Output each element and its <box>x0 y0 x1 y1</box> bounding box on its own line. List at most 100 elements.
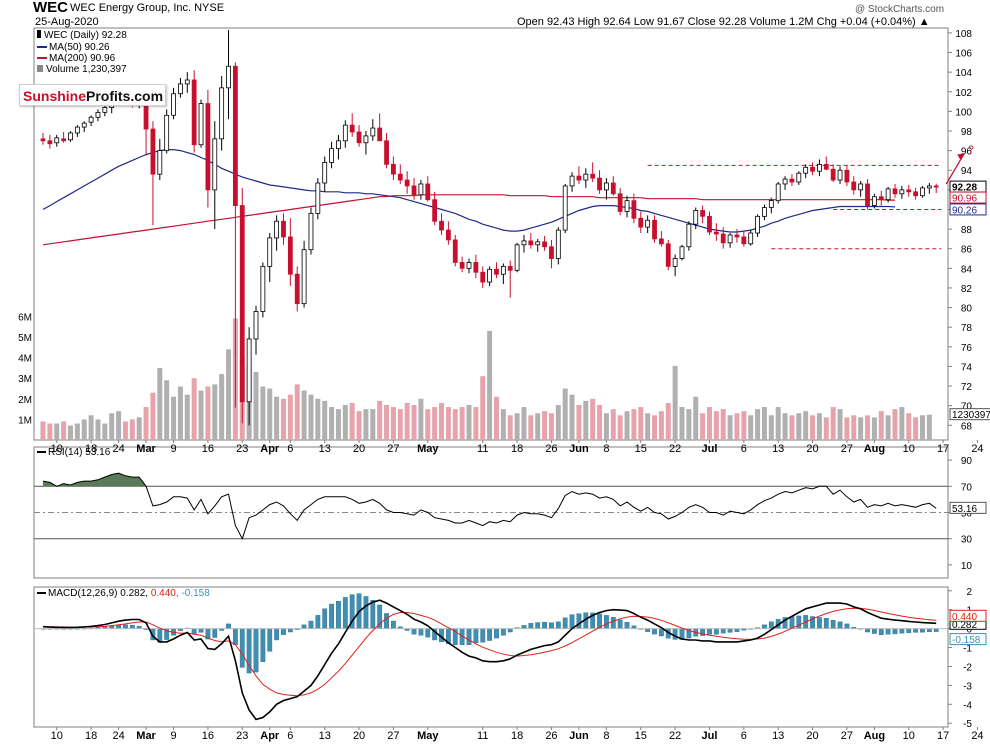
macd-tag <box>949 609 987 622</box>
candle-body <box>370 127 376 137</box>
date-tick-label: 24 <box>971 443 983 455</box>
macd-histogram-bar <box>411 628 417 635</box>
volume-bar <box>54 423 60 440</box>
date-tick-label: 16 <box>202 730 214 742</box>
candle <box>521 234 527 253</box>
volume-bar <box>418 398 424 440</box>
candle <box>707 211 712 235</box>
date-tick-label: 11 <box>477 443 488 455</box>
legend-price: WEC (Daily) 92.28 <box>37 30 127 41</box>
legend-volume: Volume 1,230,397 <box>37 64 127 75</box>
macd-histogram-bar <box>652 628 657 635</box>
macd-histogram-bar <box>542 621 547 629</box>
candle <box>487 266 493 286</box>
candle <box>796 171 802 185</box>
date-tick-label: 6 <box>741 730 747 742</box>
candle <box>198 99 204 148</box>
macd-histogram-bar <box>913 628 919 633</box>
volume-bar <box>322 400 328 440</box>
macd-histogram-bar <box>191 628 197 635</box>
macd-histogram-bar <box>535 622 541 629</box>
candle-body <box>267 237 273 267</box>
price-ytick-label: 96 <box>961 147 973 158</box>
macd-histogram-bar <box>624 621 630 629</box>
volume-bar <box>445 407 451 440</box>
macd-histogram-bar <box>494 628 499 639</box>
candle <box>720 227 726 249</box>
volume-bar <box>74 423 80 440</box>
candle-body <box>205 103 211 191</box>
macd-histogram-bar <box>363 596 369 629</box>
legend-ma50-label: MA(50) 90.26 <box>49 42 110 53</box>
candle-body <box>885 188 891 201</box>
volume-bar <box>95 419 101 440</box>
volume-tag-label: 1230397 <box>952 410 990 421</box>
candle-body <box>178 83 183 95</box>
volume-bar <box>507 415 513 440</box>
candle-body <box>741 236 747 245</box>
macd-histogram-bar <box>823 618 829 629</box>
price-ytick-label: 76 <box>961 343 973 354</box>
legend-price-label: WEC (Daily) 92.28 <box>44 30 127 41</box>
volume-bar <box>356 411 362 440</box>
candle <box>693 207 699 230</box>
volume-bar <box>755 409 761 440</box>
price-tag-label: 90.26 <box>952 205 977 216</box>
candle-body <box>521 240 527 246</box>
candle-body <box>54 137 60 144</box>
volume-bar <box>198 390 204 440</box>
legend-ma200-icon <box>37 57 47 60</box>
candle-body <box>47 140 53 145</box>
volume-ytick-label: 5M <box>18 333 32 344</box>
macd-histogram-bar <box>391 620 396 629</box>
volume-bar <box>796 413 802 440</box>
volume-bar <box>150 392 156 440</box>
rsi-legend-icon <box>37 451 46 454</box>
volume-bar <box>610 409 616 440</box>
candle-body <box>638 217 644 228</box>
macd-signal-line <box>43 607 937 697</box>
price-ytick-label: 72 <box>961 382 973 393</box>
volume-bar <box>205 386 211 440</box>
rsi-tag-label: 53.16 <box>952 504 977 515</box>
macd-tag-label: -0.158 <box>952 635 981 646</box>
volume-bar <box>597 405 603 440</box>
volume-bar <box>274 396 280 440</box>
volume-bar <box>143 407 149 440</box>
candle-body <box>535 241 541 246</box>
candle-body <box>411 185 417 196</box>
candle-body <box>198 103 204 146</box>
candle <box>549 239 554 269</box>
macd-histogram-bar <box>610 617 616 629</box>
date-tick-label: 8 <box>603 730 609 742</box>
candle <box>803 164 809 179</box>
date-tick-label: 24 <box>971 730 983 742</box>
candle <box>219 76 225 151</box>
date-tick-label: 11 <box>477 730 488 742</box>
candle-body <box>713 231 719 235</box>
date-tick-label: 27 <box>841 730 853 742</box>
candle-body <box>226 65 231 89</box>
volume-bar <box>157 367 163 440</box>
volume-tag <box>949 408 990 421</box>
candle-body <box>789 178 795 183</box>
volume-bar <box>219 374 225 440</box>
volume-bar <box>329 407 335 440</box>
candle <box>858 181 864 197</box>
volume-bar <box>487 330 493 440</box>
volume-bar <box>521 407 527 440</box>
macd-legend-icon <box>37 592 46 595</box>
candle <box>528 233 534 249</box>
candle-body <box>569 175 575 187</box>
volume-ytick-label: 3M <box>18 374 32 385</box>
candle-body <box>260 265 266 312</box>
date-tick-label: 6 <box>287 730 293 742</box>
price-ytick-label: 108 <box>955 29 972 40</box>
candle <box>672 254 678 277</box>
volume-bar <box>899 407 905 440</box>
logo-part2: Profits.com <box>86 88 164 104</box>
macd-legend-base: MACD(12,26,9) 0.282, <box>48 588 149 599</box>
candle-body <box>480 271 486 283</box>
volume-bar <box>404 402 410 440</box>
volume-bar <box>47 423 53 440</box>
